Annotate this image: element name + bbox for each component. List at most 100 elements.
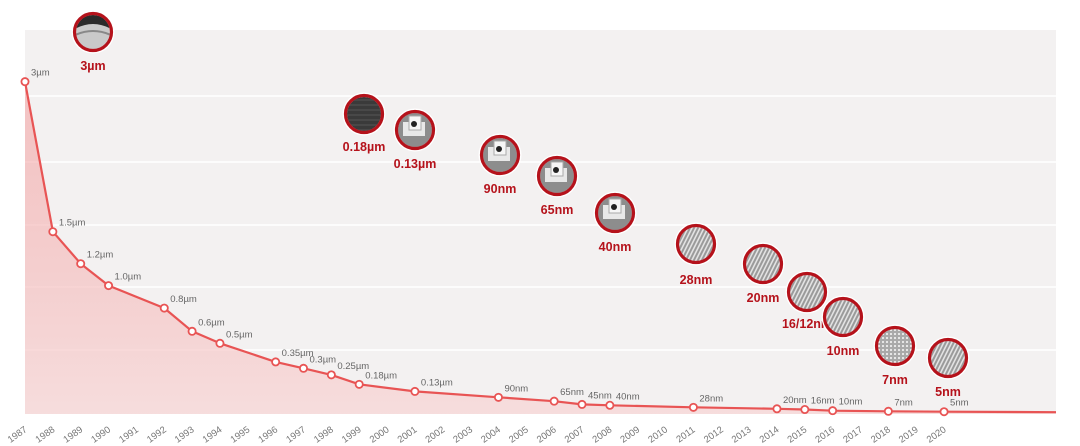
point-label: 3µm bbox=[31, 68, 50, 79]
x-tick-label: 1988 bbox=[34, 424, 58, 445]
badge-ring bbox=[72, 11, 114, 53]
badge-ring bbox=[343, 93, 385, 135]
x-tick-label: 2008 bbox=[591, 424, 615, 445]
badge-ring bbox=[927, 337, 969, 379]
point-label: 16nm bbox=[811, 396, 835, 407]
node-badge: 40nm bbox=[593, 191, 637, 254]
badge-ring bbox=[874, 325, 916, 367]
x-tick-label: 2015 bbox=[786, 424, 810, 445]
data-point bbox=[298, 363, 308, 373]
data-point bbox=[48, 227, 58, 237]
badge-label: 28nm bbox=[680, 273, 713, 287]
x-tick-label: 1990 bbox=[89, 424, 113, 445]
data-point bbox=[688, 402, 698, 412]
point-label: 7nm bbox=[894, 397, 913, 408]
x-tick-label: 1999 bbox=[340, 424, 364, 445]
data-point bbox=[410, 386, 420, 396]
point-label: 10nm bbox=[839, 397, 863, 408]
x-tick-label: 2007 bbox=[563, 424, 587, 445]
x-tick-label: 2010 bbox=[646, 424, 670, 445]
node-badge: 5nm bbox=[926, 336, 970, 399]
node-badge: 0.18µm bbox=[342, 92, 386, 154]
badge-ring bbox=[675, 223, 717, 265]
x-tick-label: 1995 bbox=[229, 424, 253, 445]
badge-image bbox=[483, 138, 517, 172]
badge-label: 10nm bbox=[827, 344, 860, 358]
data-point bbox=[104, 281, 114, 291]
badge-label: 7nm bbox=[882, 373, 908, 387]
x-tick-label: 1987 bbox=[6, 424, 30, 445]
node-badge: 90nm bbox=[478, 133, 522, 196]
badge-ring bbox=[822, 296, 864, 338]
x-tick-label: 2017 bbox=[841, 424, 865, 445]
badge-image bbox=[398, 113, 432, 147]
node-badge: 3µm bbox=[71, 10, 115, 73]
x-tick-label: 2014 bbox=[758, 424, 782, 445]
x-tick-label: 2011 bbox=[674, 425, 697, 446]
x-tick-label: 2000 bbox=[368, 424, 392, 445]
point-label: 20nm bbox=[783, 395, 807, 406]
x-tick-label: 1998 bbox=[312, 424, 336, 445]
badge-ring bbox=[786, 271, 828, 313]
point-label: 0.3µm bbox=[310, 354, 337, 365]
badge-image bbox=[347, 97, 381, 131]
data-point bbox=[493, 392, 503, 402]
data-point bbox=[772, 404, 782, 414]
badge-label: 40nm bbox=[599, 240, 632, 254]
node-badge: 0.13µm bbox=[393, 108, 437, 171]
node-badge: 7nm bbox=[873, 324, 917, 387]
badge-image bbox=[540, 159, 574, 193]
data-point bbox=[549, 396, 559, 406]
badge-label: 90nm bbox=[484, 182, 517, 196]
point-label: 1.0µm bbox=[115, 272, 142, 283]
node-badge: 28nm bbox=[674, 222, 718, 287]
point-label: 5nm bbox=[950, 398, 969, 409]
data-point bbox=[159, 303, 169, 313]
badge-image bbox=[76, 15, 110, 49]
badge-ring bbox=[536, 155, 578, 197]
x-tick-label: 2018 bbox=[869, 424, 893, 445]
x-tick-label: 1996 bbox=[256, 424, 280, 445]
point-label: 0.5µm bbox=[226, 329, 253, 340]
data-point bbox=[605, 400, 615, 410]
data-point bbox=[271, 357, 281, 367]
point-label: 0.13µm bbox=[421, 377, 453, 388]
badge-image bbox=[598, 196, 632, 230]
node-badge: 20nm bbox=[741, 242, 785, 305]
point-label: 28nm bbox=[699, 393, 723, 404]
point-label: 0.6µm bbox=[198, 317, 225, 328]
data-point bbox=[828, 406, 838, 416]
badge-label: 0.13µm bbox=[394, 157, 437, 171]
data-point bbox=[577, 399, 587, 409]
badge-label: 65nm bbox=[541, 203, 574, 217]
x-tick-label: 2004 bbox=[479, 424, 503, 445]
point-label: 0.8µm bbox=[170, 294, 197, 305]
data-point bbox=[76, 259, 86, 269]
point-label: 65nm bbox=[560, 387, 584, 398]
badge-ring bbox=[594, 192, 636, 234]
x-tick-label: 1997 bbox=[284, 424, 308, 445]
point-label: 45nm bbox=[588, 390, 612, 401]
x-tick-label: 2002 bbox=[424, 424, 448, 445]
badge-label: 20nm bbox=[747, 291, 780, 305]
point-label: 90nm bbox=[504, 383, 528, 394]
point-label: 0.25µm bbox=[337, 361, 369, 372]
badge-ring bbox=[742, 243, 784, 285]
x-tick-label: 2009 bbox=[618, 424, 642, 445]
x-tick-label: 1993 bbox=[173, 424, 197, 445]
point-label: 40nm bbox=[616, 391, 640, 402]
x-tick-label: 2006 bbox=[535, 424, 559, 445]
x-tick-label: 2016 bbox=[813, 424, 837, 445]
node-badge: 16/12nm bbox=[782, 270, 832, 331]
area-fill bbox=[25, 81, 1056, 414]
x-tick-label: 2012 bbox=[702, 424, 726, 445]
x-tick-label: 1994 bbox=[201, 424, 225, 445]
badge-label: 5nm bbox=[935, 385, 961, 399]
node-badge: 10nm bbox=[821, 295, 865, 358]
x-tick-label: 2003 bbox=[451, 424, 475, 445]
data-point bbox=[326, 370, 336, 380]
badge-label: 0.18µm bbox=[343, 140, 386, 154]
x-tick-label: 2020 bbox=[925, 424, 949, 445]
